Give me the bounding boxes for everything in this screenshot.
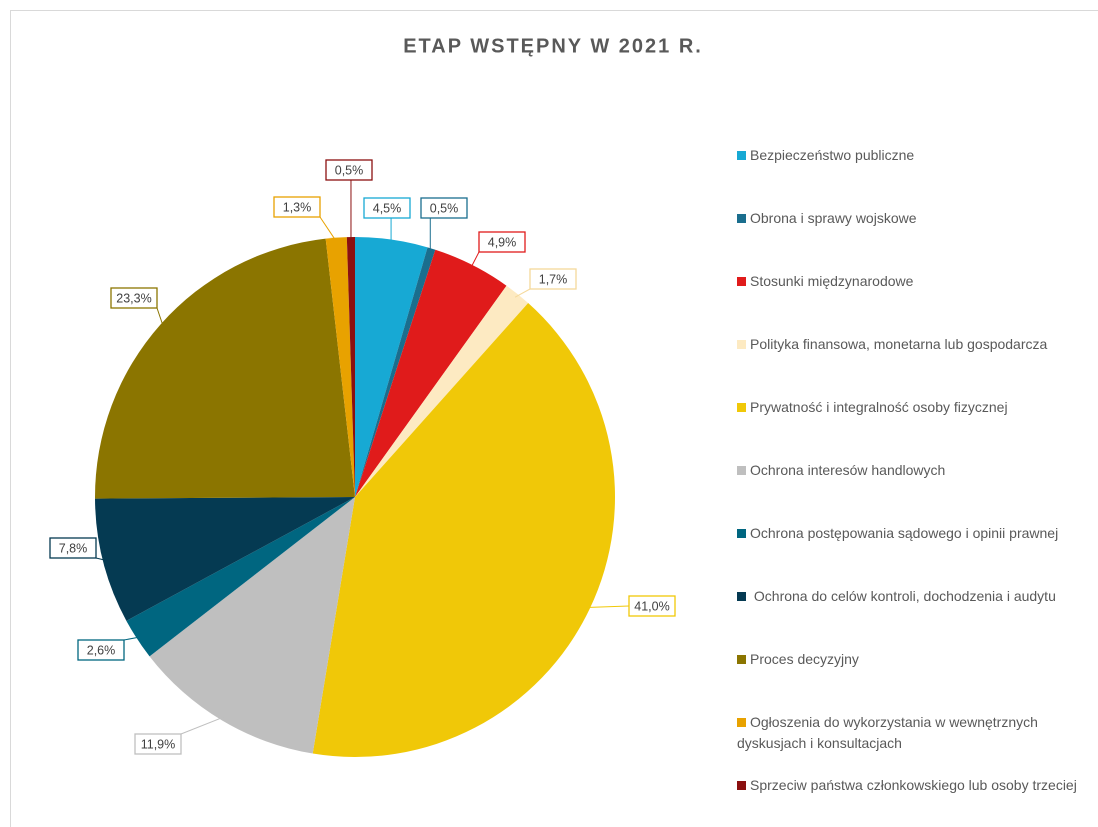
- data-label: 7,8%: [59, 541, 88, 555]
- data-label-box: [363, 197, 411, 219]
- data-label: 1,3%: [283, 200, 312, 214]
- legend-item: Ochrona do celów kontroli, dochodzenia i…: [737, 586, 1092, 607]
- data-label: 0,5%: [430, 201, 459, 215]
- data-label: 2,6%: [87, 643, 116, 657]
- legend-label: Ogłoszenia do wykorzystania w wewnętrzny…: [737, 714, 1042, 751]
- pie-slice: [126, 497, 355, 657]
- data-label-box: [325, 159, 373, 181]
- legend-swatch: [737, 529, 746, 538]
- legend-item: Prywatność i integralność osoby fizyczne…: [737, 397, 1092, 418]
- leader-line: [514, 288, 531, 298]
- legend-swatch: [737, 466, 746, 475]
- legend-label: Ochrona postępowania sądowego i opinii p…: [750, 525, 1059, 541]
- legend-item: Ochrona postępowania sądowego i opinii p…: [737, 523, 1092, 544]
- legend-swatch: [737, 781, 746, 790]
- pie-slice: [355, 237, 428, 497]
- legend-label: Proces decyzyjny: [750, 651, 859, 667]
- data-label: 41,0%: [634, 599, 669, 613]
- data-label: 23,3%: [116, 291, 151, 305]
- legend-label: Bezpieczeństwo publiczne: [750, 147, 915, 163]
- legend-swatch: [737, 403, 746, 412]
- legend-label: Obrona i sprawy wojskowe: [750, 210, 917, 226]
- leader-line: [95, 557, 108, 562]
- legend-label: Ochrona interesów handlowych: [750, 462, 946, 478]
- data-label: 0,5%: [335, 163, 364, 177]
- data-label: 1,7%: [539, 272, 568, 286]
- pie-slice: [355, 249, 507, 497]
- data-label: 11,9%: [141, 737, 176, 751]
- pie-slice: [95, 238, 356, 499]
- pie-slice: [95, 497, 356, 621]
- data-label-box: [478, 231, 526, 253]
- data-label-box: [110, 287, 158, 309]
- legend-swatch: [737, 655, 746, 664]
- data-label-box: [420, 197, 468, 219]
- legend-item: Ochrona interesów handlowych: [737, 460, 1092, 481]
- leader-line: [156, 307, 164, 328]
- data-label-box: [49, 537, 97, 559]
- legend-item: Proces decyzyjny: [737, 649, 1092, 670]
- data-label-box: [77, 639, 125, 661]
- legend-label: Sprzeciw państwa członkowskiego lub osob…: [750, 777, 1077, 793]
- legend-item: Ogłoszenia do wykorzystania w wewnętrzny…: [737, 712, 1092, 754]
- data-label-box: [273, 196, 321, 218]
- pie-slice: [346, 237, 355, 497]
- leader-line: [470, 251, 480, 269]
- leader-line: [319, 216, 337, 242]
- leader-line: [123, 636, 141, 641]
- pie-slice: [355, 247, 436, 497]
- legend-swatch: [737, 592, 746, 601]
- pie-slice: [355, 285, 529, 497]
- leader-line: [585, 605, 630, 608]
- legend-item: Polityka finansowa, monetarna lub gospod…: [737, 334, 1092, 355]
- chart-frame: [10, 10, 1098, 827]
- pie-slice: [149, 497, 355, 754]
- pie-slice: [312, 303, 615, 757]
- legend-swatch: [737, 277, 746, 286]
- legend-label: Ochrona do celów kontroli, dochodzenia i…: [750, 588, 1056, 604]
- leader-line: [180, 716, 225, 735]
- pie-slice: [325, 237, 355, 497]
- data-label: 4,9%: [488, 235, 517, 249]
- legend-swatch: [737, 214, 746, 223]
- legend-item: Obrona i sprawy wojskowe: [737, 208, 1092, 229]
- legend-item: Sprzeciw państwa członkowskiego lub osob…: [737, 775, 1092, 796]
- data-label-box: [628, 595, 676, 617]
- legend-item: Stosunki międzynarodowe: [737, 271, 1092, 292]
- legend-label: Prywatność i integralność osoby fizyczne…: [750, 399, 1008, 415]
- legend-swatch: [737, 340, 746, 349]
- legend-label: Stosunki międzynarodowe: [750, 273, 914, 289]
- legend-swatch: [737, 718, 746, 727]
- legend-label: Polityka finansowa, monetarna lub gospod…: [750, 336, 1048, 352]
- data-label: 4,5%: [373, 201, 402, 215]
- legend-item: Bezpieczeństwo publiczne: [737, 145, 1092, 166]
- chart-title: ETAP WSTĘPNY W 2021 R.: [403, 35, 703, 57]
- data-label-box: [529, 268, 577, 290]
- legend-swatch: [737, 151, 746, 160]
- data-label-box: [134, 733, 182, 755]
